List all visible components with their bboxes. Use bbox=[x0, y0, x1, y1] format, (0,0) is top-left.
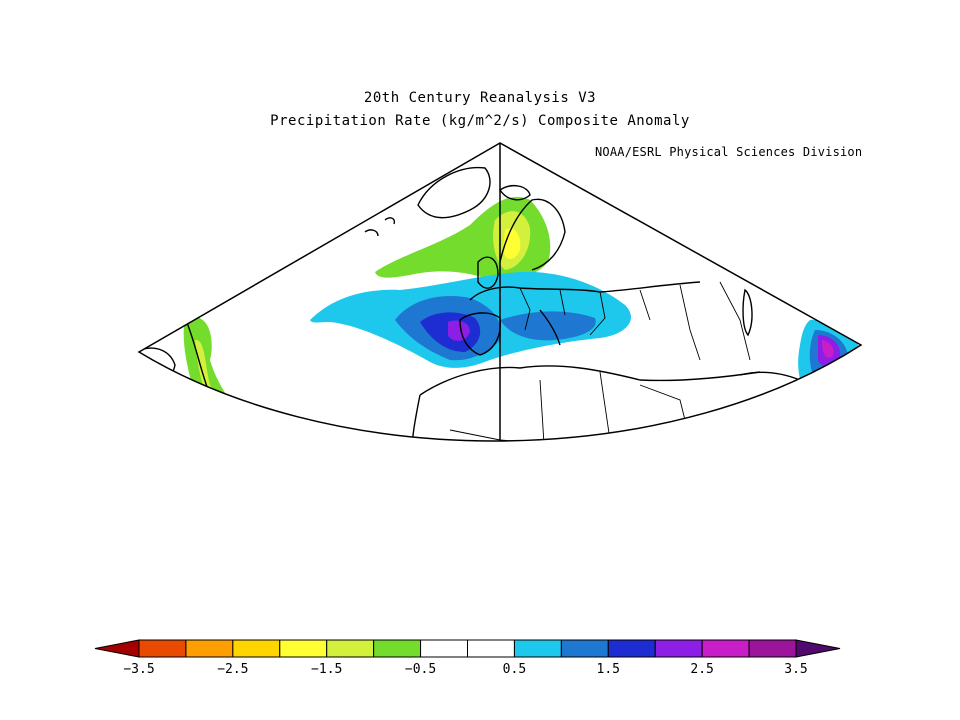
colorbar-arrow-low bbox=[94, 639, 140, 658]
colorbar-tick-label: 2.5 bbox=[690, 662, 713, 677]
colorbar-segment bbox=[467, 639, 515, 658]
wet-anomaly-horn bbox=[700, 428, 730, 441]
colorbar-segment bbox=[185, 639, 234, 658]
colorbar-segment bbox=[138, 639, 187, 658]
colorbar-segment bbox=[232, 639, 281, 658]
colorbar-segment bbox=[513, 639, 562, 658]
colorbar-segment bbox=[654, 639, 703, 658]
dry-anomaly-west-africa-core bbox=[209, 395, 291, 441]
credit-text: NOAA/ESRL Physical Sciences Division bbox=[595, 145, 863, 159]
wet-anomaly-mediterranean bbox=[500, 311, 596, 341]
colorbar-tick-label: 1.5 bbox=[597, 662, 620, 677]
colorbar-segment bbox=[279, 639, 328, 658]
colorbar-segment bbox=[373, 639, 422, 658]
colorbar-tick-label: 3.5 bbox=[784, 662, 807, 677]
wet-anomaly-congo bbox=[555, 509, 575, 526]
colorbar-arrow-high bbox=[795, 639, 841, 658]
wet-anomaly-iberia-peak bbox=[448, 320, 470, 341]
colorbar-segment bbox=[701, 639, 750, 658]
colorbar-segment bbox=[607, 639, 656, 658]
map-frame bbox=[137, 142, 863, 442]
map-area bbox=[139, 143, 860, 562]
wet-anomaly-southern-band bbox=[350, 478, 723, 562]
colorbar-segment bbox=[560, 639, 609, 658]
map-subtitle: Precipitation Rate (kg/m^2/s) Composite … bbox=[270, 113, 690, 129]
colorbar-tick-label: −1.5 bbox=[311, 662, 342, 677]
colorbar-segment bbox=[748, 639, 797, 658]
map-title: 20th Century Reanalysis V3 bbox=[363, 90, 597, 106]
colorbar-tick-label: −2.5 bbox=[217, 662, 248, 677]
colorbar-tick-label: −0.5 bbox=[405, 662, 436, 677]
colorbar-tick-label: 0.5 bbox=[503, 662, 526, 677]
dry-anomaly-west-africa bbox=[183, 316, 350, 441]
wet-anomaly-arabian-sea-peak bbox=[822, 340, 834, 358]
colorbar-segment bbox=[326, 639, 375, 658]
colorbar-segment bbox=[420, 639, 469, 658]
wet-anomaly-east-africa bbox=[586, 485, 707, 533]
colorbar: −3.5 −2.5 −1.5 −0.5 0.5 1.5 2.5 3.5 bbox=[94, 639, 841, 677]
colorbar-tick-label: −3.5 bbox=[123, 662, 154, 677]
